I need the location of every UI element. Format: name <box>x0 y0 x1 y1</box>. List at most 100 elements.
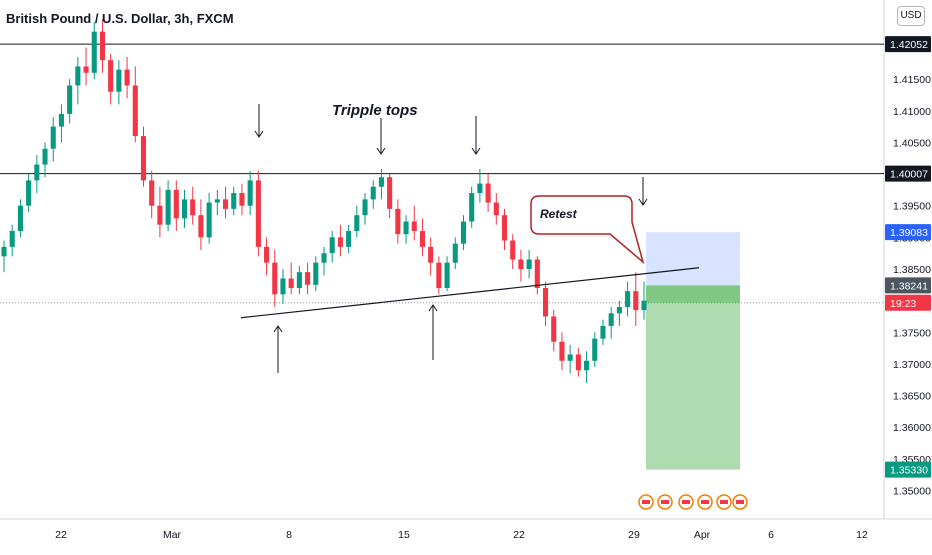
candle-body <box>419 231 426 247</box>
candle-body <box>116 69 122 92</box>
y-tick-label: 1.37000 <box>893 359 931 371</box>
x-tick-label: Mar <box>163 529 182 541</box>
candle-body <box>26 180 32 206</box>
candle-body <box>354 215 360 232</box>
x-tick-label: 6 <box>768 529 774 541</box>
y-tick-label: 1.39500 <box>893 201 931 213</box>
candle-body <box>600 325 606 339</box>
candle-body <box>305 272 311 285</box>
candle-body <box>165 189 171 225</box>
candle-body <box>296 272 302 288</box>
y-tick-label: 1.38500 <box>893 264 931 276</box>
position-profit-zone <box>646 285 740 303</box>
x-tick-label: 22 <box>513 529 525 541</box>
us-flag-event-stripe <box>682 500 690 504</box>
candle-body <box>91 31 97 73</box>
arrow-head <box>376 147 386 155</box>
y-tick-label: 1.40500 <box>893 137 931 149</box>
candle-body <box>370 186 376 200</box>
x-tick-label: Apr <box>694 529 711 541</box>
arrow-head <box>254 130 264 138</box>
candle-body <box>346 231 352 247</box>
candle-body <box>313 262 319 285</box>
y-tick-label: 1.36500 <box>893 391 931 403</box>
x-tick-label: 15 <box>398 529 410 541</box>
candle-body <box>42 148 48 165</box>
candle-body <box>493 202 499 216</box>
candle-body <box>542 287 549 317</box>
candle-body <box>592 338 598 361</box>
x-tick-label: 29 <box>628 529 640 541</box>
candle-body <box>222 199 229 209</box>
candle-body <box>567 354 573 361</box>
candle-body <box>99 31 106 61</box>
candle-body <box>50 126 56 149</box>
arrow-head <box>471 147 481 155</box>
price-label-box <box>885 277 931 294</box>
candle-body <box>460 221 467 244</box>
price-label-box <box>885 36 931 53</box>
y-tick-label: 1.41500 <box>893 74 931 86</box>
price-label-box <box>885 224 931 241</box>
candle-body <box>231 193 237 209</box>
candle-body <box>584 360 590 371</box>
candle-body <box>452 243 458 263</box>
candle-body <box>206 202 212 238</box>
candle-body <box>625 291 631 307</box>
tripple-tops-label: Tripple tops <box>332 102 418 119</box>
x-tick-label: 22 <box>55 529 67 541</box>
candle-body <box>75 66 81 86</box>
candle-body <box>157 205 163 225</box>
candle-body <box>58 113 64 127</box>
chart-title: British Pound / U.S. Dollar, 3h, FXCM <box>6 11 234 26</box>
currency-button[interactable]: USD <box>897 6 925 26</box>
us-flag-event-stripe <box>701 500 709 504</box>
price-label-box <box>885 461 931 478</box>
arrow-head <box>638 198 648 206</box>
position-target-zone <box>646 285 740 470</box>
price-label-box <box>885 165 931 182</box>
candle-body <box>477 183 483 194</box>
candle-body <box>362 199 368 216</box>
price-label: 1.35330 <box>890 465 928 477</box>
candle-body <box>149 180 155 206</box>
candle-body <box>132 85 138 137</box>
candle-body <box>641 300 647 311</box>
candle-body <box>329 237 335 254</box>
position-stop-zone <box>646 232 740 286</box>
us-flag-event-stripe <box>661 500 669 504</box>
candle-body <box>534 259 540 288</box>
candle-body <box>280 278 286 295</box>
us-flag-event-stripe <box>720 500 728 504</box>
candle-body <box>173 189 179 219</box>
us-flag-event-stripe <box>642 500 650 504</box>
candle-body <box>214 199 220 203</box>
candle-body <box>247 180 253 206</box>
price-label-box <box>885 294 931 311</box>
candle-body <box>181 199 188 219</box>
candle-body <box>378 177 384 187</box>
candle-body <box>485 183 491 203</box>
candle-body <box>255 180 261 247</box>
candle-body <box>272 262 278 295</box>
candle-body <box>264 246 270 263</box>
candle-body <box>1 246 7 257</box>
y-tick-label: 1.35000 <box>893 486 931 498</box>
candle-body <box>428 246 434 263</box>
candle-body <box>337 237 343 247</box>
arrow-head <box>273 325 283 333</box>
y-tick-label: 1.37500 <box>893 327 931 339</box>
us-flag-event-stripe <box>736 500 744 504</box>
candle-body <box>198 215 204 238</box>
candle-body <box>140 136 147 181</box>
candle-body <box>288 278 294 288</box>
candle-body <box>403 221 409 235</box>
price-label: 1.40007 <box>890 169 928 181</box>
candle-body <box>34 164 40 181</box>
retest-label: Retest <box>540 207 578 221</box>
candle-body <box>239 193 245 206</box>
candle-body <box>608 313 614 326</box>
candle-body <box>444 262 450 288</box>
